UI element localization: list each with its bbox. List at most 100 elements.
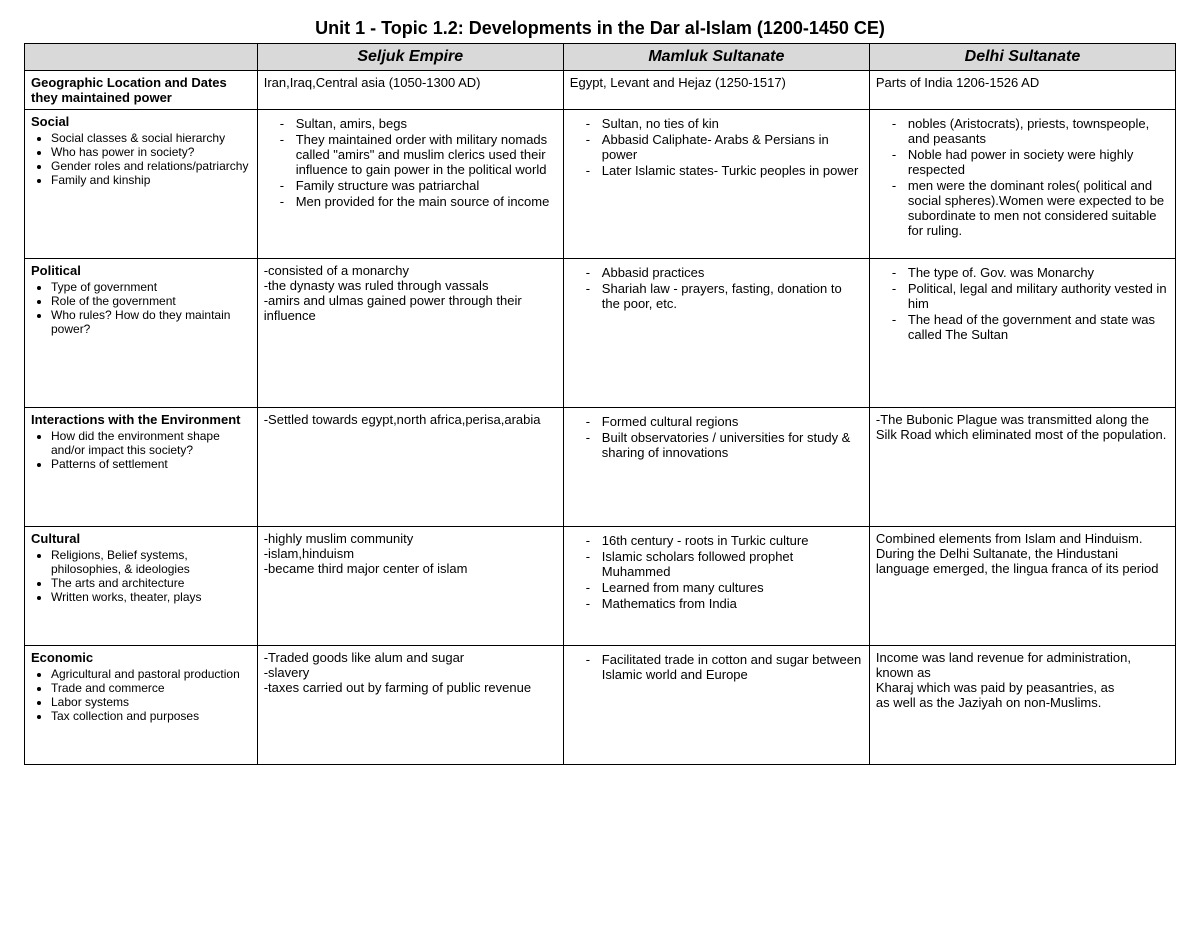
col-header-mamluk: Mamluk Sultanate [563, 44, 869, 71]
row-header-sublist: Agricultural and pastoral productionTrad… [31, 667, 251, 723]
row-header-subitem: Religions, Belief systems, philosophies,… [51, 548, 251, 576]
row-header-sublist: How did the environment shape and/or imp… [31, 429, 251, 471]
cell-list-item: Shariah law - prayers, fasting, donation… [602, 281, 863, 311]
row-header-subitem: Agricultural and pastoral production [51, 667, 251, 681]
row-header-title: Political [31, 263, 251, 278]
row-header-subitem: Type of government [51, 280, 251, 294]
cell: Sultan, amirs, begsThey maintained order… [257, 110, 563, 259]
cell-list-item: 16th century - roots in Turkic culture [602, 533, 863, 548]
cell-list: Abbasid practicesShariah law - prayers, … [570, 265, 863, 311]
cell-list-item: Learned from many cultures [602, 580, 863, 595]
cell: Egypt, Levant and Hejaz (1250-1517) [563, 71, 869, 110]
cell: -highly muslim community -islam,hinduism… [257, 527, 563, 646]
cell: The type of. Gov. was MonarchyPolitical,… [869, 259, 1175, 408]
cell-list-item: Men provided for the main source of inco… [296, 194, 557, 209]
row-header-subitem: Written works, theater, plays [51, 590, 251, 604]
row-header-sublist: Religions, Belief systems, philosophies,… [31, 548, 251, 604]
table-row: Political Type of governmentRole of the g… [25, 259, 1176, 408]
cell: Sultan, no ties of kinAbbasid Caliphate-… [563, 110, 869, 259]
row-header-subitem: Labor systems [51, 695, 251, 709]
header-corner [25, 44, 258, 71]
cell-text: Parts of India 1206-1526 AD [876, 75, 1169, 90]
cell-list: Facilitated trade in cotton and sugar be… [570, 652, 863, 682]
row-header: Geographic Location and Dates they maint… [25, 71, 258, 110]
cell: Iran,Iraq,Central asia (1050-1300 AD) [257, 71, 563, 110]
row-header-title: Geographic Location and Dates they maint… [31, 75, 251, 105]
cell: -consisted of a monarchy -the dynasty wa… [257, 259, 563, 408]
cell-text: -Settled towards egypt,north africa,peri… [264, 412, 557, 427]
row-header-subitem: Role of the government [51, 294, 251, 308]
cell-list-item: Sultan, amirs, begs [296, 116, 557, 131]
cell-text: Combined elements from Islam and Hinduis… [876, 531, 1169, 576]
cell-list-item: Sultan, no ties of kin [602, 116, 863, 131]
row-header-sublist: Social classes & social hierarchyWho has… [31, 131, 251, 187]
row-header-subitem: The arts and architecture [51, 576, 251, 590]
cell-list-item: Abbasid practices [602, 265, 863, 280]
cell: Income was land revenue for administrati… [869, 646, 1175, 765]
row-header-subitem: Family and kinship [51, 173, 251, 187]
cell: Combined elements from Islam and Hinduis… [869, 527, 1175, 646]
row-header-title: Cultural [31, 531, 251, 546]
cell-list-item: They maintained order with military noma… [296, 132, 557, 177]
cell-list: The type of. Gov. was MonarchyPolitical,… [876, 265, 1169, 342]
row-header-subitem: Who rules? How do they maintain power? [51, 308, 251, 336]
row-header-title: Economic [31, 650, 251, 665]
row-header-subitem: Tax collection and purposes [51, 709, 251, 723]
cell-list: 16th century - roots in Turkic cultureIs… [570, 533, 863, 611]
cell-list-item: nobles (Aristocrats), priests, townspeop… [908, 116, 1169, 146]
cell-text: -highly muslim community -islam,hinduism… [264, 531, 557, 576]
cell: Abbasid practicesShariah law - prayers, … [563, 259, 869, 408]
table-row: Social Social classes & social hierarchyW… [25, 110, 1176, 259]
row-header: Interactions with the Environment How did… [25, 408, 258, 527]
row-header-subitem: Gender roles and relations/patriarchy [51, 159, 251, 173]
cell-list-item: Noble had power in society were highly r… [908, 147, 1169, 177]
cell-list-item: men were the dominant roles( political a… [908, 178, 1169, 238]
row-header-sublist: Type of governmentRole of the government… [31, 280, 251, 336]
cell: Parts of India 1206-1526 AD [869, 71, 1175, 110]
cell-list-item: Abbasid Caliphate- Arabs & Persians in p… [602, 132, 863, 162]
cell-list-item: Formed cultural regions [602, 414, 863, 429]
cell: nobles (Aristocrats), priests, townspeop… [869, 110, 1175, 259]
row-header-subitem: Patterns of settlement [51, 457, 251, 471]
row-header: Social Social classes & social hierarchyW… [25, 110, 258, 259]
row-header: Cultural Religions, Belief systems, philo… [25, 527, 258, 646]
cell: Facilitated trade in cotton and sugar be… [563, 646, 869, 765]
table-row: Economic Agricultural and pastoral produc… [25, 646, 1176, 765]
cell-list-item: Facilitated trade in cotton and sugar be… [602, 652, 863, 682]
cell-list-item: Political, legal and military authority … [908, 281, 1169, 311]
cell-list: Sultan, amirs, begsThey maintained order… [264, 116, 557, 209]
cell: 16th century - roots in Turkic cultureIs… [563, 527, 869, 646]
cell-list-item: Mathematics from India [602, 596, 863, 611]
cell-list: Sultan, no ties of kinAbbasid Caliphate-… [570, 116, 863, 178]
page-title: Unit 1 - Topic 1.2: Developments in the … [24, 18, 1176, 39]
cell-list-item: Built observatories / universities for s… [602, 430, 863, 460]
cell-text: -consisted of a monarchy -the dynasty wa… [264, 263, 557, 323]
cell-text: Egypt, Levant and Hejaz (1250-1517) [570, 75, 863, 90]
cell-text: -Traded goods like alum and sugar -slave… [264, 650, 557, 695]
row-header-subitem: How did the environment shape and/or imp… [51, 429, 251, 457]
cell-list-item: Islamic scholars followed prophet Muhamm… [602, 549, 863, 579]
row-header-subitem: Trade and commerce [51, 681, 251, 695]
table-row: Cultural Religions, Belief systems, philo… [25, 527, 1176, 646]
col-header-seljuk: Seljuk Empire [257, 44, 563, 71]
col-header-delhi: Delhi Sultanate [869, 44, 1175, 71]
cell: Formed cultural regionsBuilt observatori… [563, 408, 869, 527]
cell-list: nobles (Aristocrats), priests, townspeop… [876, 116, 1169, 238]
cell-list: Formed cultural regionsBuilt observatori… [570, 414, 863, 460]
table-row: Interactions with the Environment How did… [25, 408, 1176, 527]
cell-text: Iran,Iraq,Central asia (1050-1300 AD) [264, 75, 557, 90]
comparison-table: Seljuk Empire Mamluk Sultanate Delhi Sul… [24, 43, 1176, 765]
table-row: Geographic Location and Dates they maint… [25, 71, 1176, 110]
cell-list-item: Family structure was patriarchal [296, 178, 557, 193]
cell-list-item: The head of the government and state was… [908, 312, 1169, 342]
row-header: Political Type of governmentRole of the g… [25, 259, 258, 408]
row-header-title: Interactions with the Environment [31, 412, 251, 427]
cell: -Traded goods like alum and sugar -slave… [257, 646, 563, 765]
cell: -Settled towards egypt,north africa,peri… [257, 408, 563, 527]
cell-text: -The Bubonic Plague was transmitted alon… [876, 412, 1169, 442]
row-header: Economic Agricultural and pastoral produc… [25, 646, 258, 765]
row-header-subitem: Social classes & social hierarchy [51, 131, 251, 145]
row-header-title: Social [31, 114, 251, 129]
cell: -The Bubonic Plague was transmitted alon… [869, 408, 1175, 527]
cell-list-item: The type of. Gov. was Monarchy [908, 265, 1169, 280]
